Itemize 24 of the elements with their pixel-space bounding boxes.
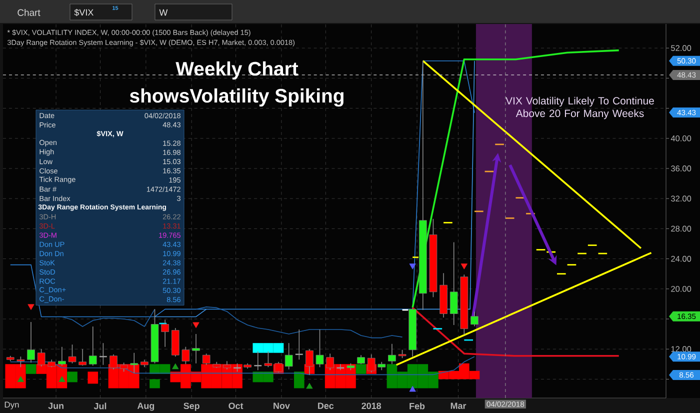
y-tick-label: 24.00 [671, 256, 692, 262]
x-tick-label: Dec [318, 402, 334, 409]
y-tick-label: 32.00 [671, 196, 692, 202]
x-tick-label: Jun [48, 402, 64, 409]
y-tick-label: 40.00 [670, 135, 692, 142]
text: Weekly Chart showsVolatility Spiking [130, 61, 344, 107]
text: Dyn [4, 402, 19, 410]
x-tick-label: Nov [274, 402, 290, 409]
x-tick-label: Aug [137, 402, 154, 411]
x-tick-label: Oct [228, 402, 244, 410]
y-tick-label: 36.00 [671, 166, 692, 172]
text: Chart [18, 9, 40, 16]
x-tick-label: Jul [94, 402, 106, 410]
y-tick-label: 20.00 [671, 286, 692, 292]
x-tick-label: 2018 [362, 402, 382, 410]
text: $VIX [74, 8, 94, 16]
annotation: VIX Volatility Likely To Continue Above 20 For Many Weeks [506, 96, 654, 120]
y-tick-label: 12.00 [671, 346, 692, 352]
text: W [159, 9, 168, 16]
x-tick-label: Mar [450, 402, 466, 409]
y-tick-label: 28.00 [671, 226, 692, 232]
y-tick-label: 52.00 [671, 45, 692, 51]
x-tick-label: Feb [410, 402, 425, 410]
x-tick-label: Sep [184, 402, 200, 411]
